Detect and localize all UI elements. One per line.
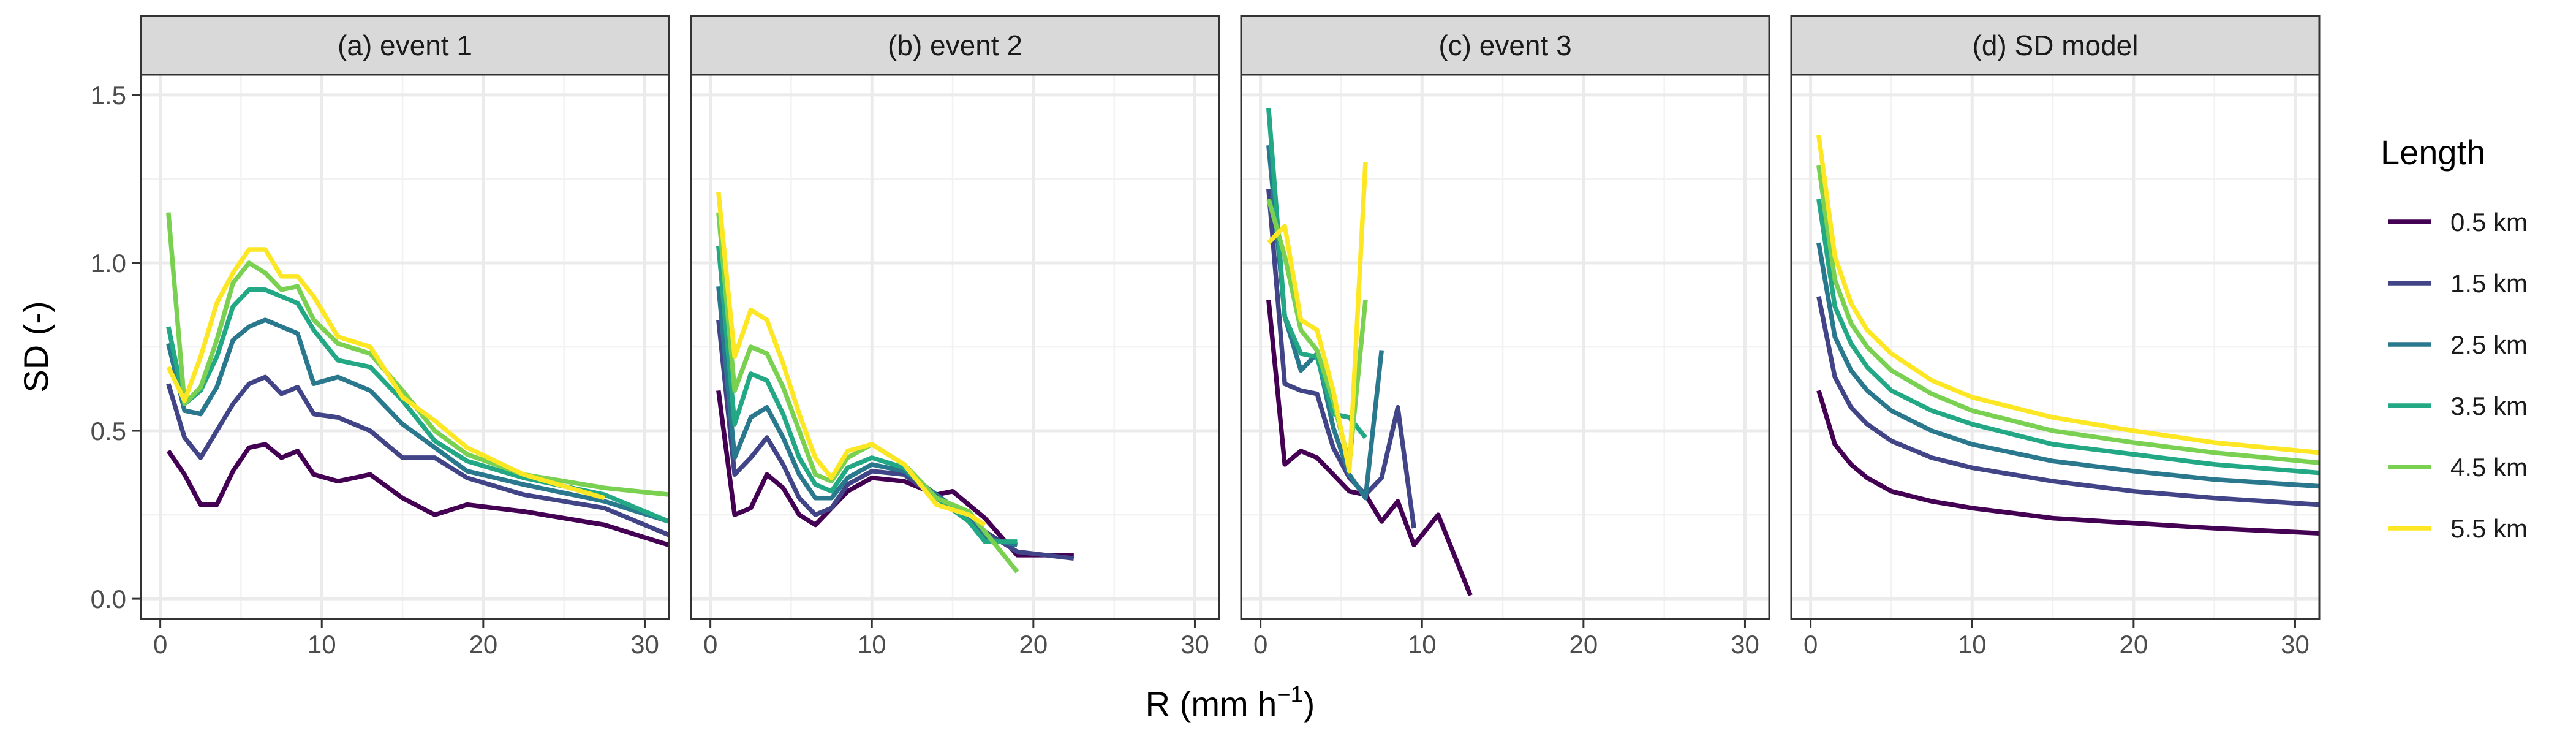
series-line-2-5-km bbox=[1816, 242, 2319, 489]
series-line-4-5-km bbox=[166, 212, 669, 497]
series-line-0-5-km bbox=[166, 442, 669, 547]
y-tick-label: 0.5 bbox=[91, 417, 126, 446]
series-line-5-5-km bbox=[166, 247, 605, 501]
x-tick-label: 0 bbox=[153, 630, 167, 659]
panel-2: (b) event 2 0 10 20 30 bbox=[690, 15, 1220, 659]
series-line-4-5-km bbox=[716, 212, 1019, 574]
y-tick-label: 0.0 bbox=[91, 585, 126, 613]
y-tick-label: 1.5 bbox=[91, 81, 126, 110]
legend: Length 0.5 km 1.5 km 2.5 km 3.5 km 4.5 km 5.5 … bbox=[2381, 133, 2528, 543]
x-tick-label: 10 bbox=[858, 630, 886, 659]
x-tick-label: 30 bbox=[630, 630, 659, 659]
panel-4: (d) SD model 0 10 20 30 bbox=[1790, 15, 2321, 659]
x-tick-label: 30 bbox=[1180, 630, 1209, 659]
x-tick-label: 0 bbox=[1804, 630, 1818, 659]
x-tick-label: 0 bbox=[1253, 630, 1267, 659]
x-tick-label: 0 bbox=[703, 630, 717, 659]
legend-label: 3.5 km bbox=[2450, 392, 2528, 420]
x-tick-label: 20 bbox=[1569, 630, 1598, 659]
series-group bbox=[716, 192, 1075, 574]
x-tick-label: 30 bbox=[2281, 630, 2310, 659]
series-group bbox=[1816, 135, 2319, 536]
series-line-1-5-km bbox=[166, 374, 669, 537]
x-axis-title-superscript: −1 bbox=[1277, 682, 1303, 708]
legend-label: 5.5 km bbox=[2450, 514, 2528, 543]
legend-label: 0.5 km bbox=[2450, 208, 2528, 237]
strip-background bbox=[140, 15, 670, 76]
strip-background bbox=[1240, 15, 1770, 76]
series-line-1-5-km bbox=[1816, 296, 2319, 507]
y-tick-label: 1.0 bbox=[91, 249, 126, 278]
panel-1: (a) event 1 0 10 20 30 bbox=[140, 15, 670, 659]
panel-3: (c) event 3 0 10 20 30 bbox=[1240, 15, 1770, 659]
x-axis-title-close: ) bbox=[1304, 684, 1315, 723]
series-line-4-5-km bbox=[1816, 165, 2319, 465]
x-tick-label: 30 bbox=[1731, 630, 1759, 659]
x-axis-title-main: R (mm h bbox=[1146, 684, 1277, 723]
legend-title: Length bbox=[2381, 133, 2485, 172]
legend-label: 1.5 km bbox=[2450, 269, 2528, 298]
x-tick-label: 20 bbox=[469, 630, 497, 659]
series-line-3-5-km bbox=[1816, 199, 2319, 476]
series-line-5-5-km bbox=[1816, 135, 2319, 455]
x-tick-label: 10 bbox=[1408, 630, 1437, 659]
legend-label: 4.5 km bbox=[2450, 453, 2528, 482]
x-tick-label: 20 bbox=[2119, 630, 2148, 659]
series-line-2-5-km bbox=[166, 317, 669, 524]
series-group bbox=[166, 212, 669, 547]
panel-title: (d) SD model bbox=[1973, 29, 2139, 61]
y-axis-title: SD (-) bbox=[17, 301, 55, 392]
legend-label: 2.5 km bbox=[2450, 330, 2528, 359]
series-line-0-5-km bbox=[1816, 390, 2319, 536]
series-line-3-5-km bbox=[166, 287, 669, 524]
strip-background bbox=[1790, 15, 2321, 76]
series-line-5-5-km bbox=[716, 192, 986, 527]
panel-title: (a) event 1 bbox=[338, 29, 472, 61]
x-tick-label: 20 bbox=[1019, 630, 1048, 659]
strip-background bbox=[690, 15, 1220, 76]
series-line-0-5-km bbox=[1266, 299, 1473, 596]
x-tick-label: 10 bbox=[308, 630, 336, 659]
panel-title: (c) event 3 bbox=[1438, 29, 1571, 61]
series-line-5-5-km bbox=[1267, 162, 1368, 474]
panel-title: (b) event 2 bbox=[888, 29, 1022, 61]
x-tick-label: 10 bbox=[1958, 630, 1987, 659]
series-group bbox=[1266, 108, 1473, 596]
x-axis-title: R (mm h−1) bbox=[1146, 682, 1315, 723]
series-line-1-5-km bbox=[1266, 189, 1416, 529]
